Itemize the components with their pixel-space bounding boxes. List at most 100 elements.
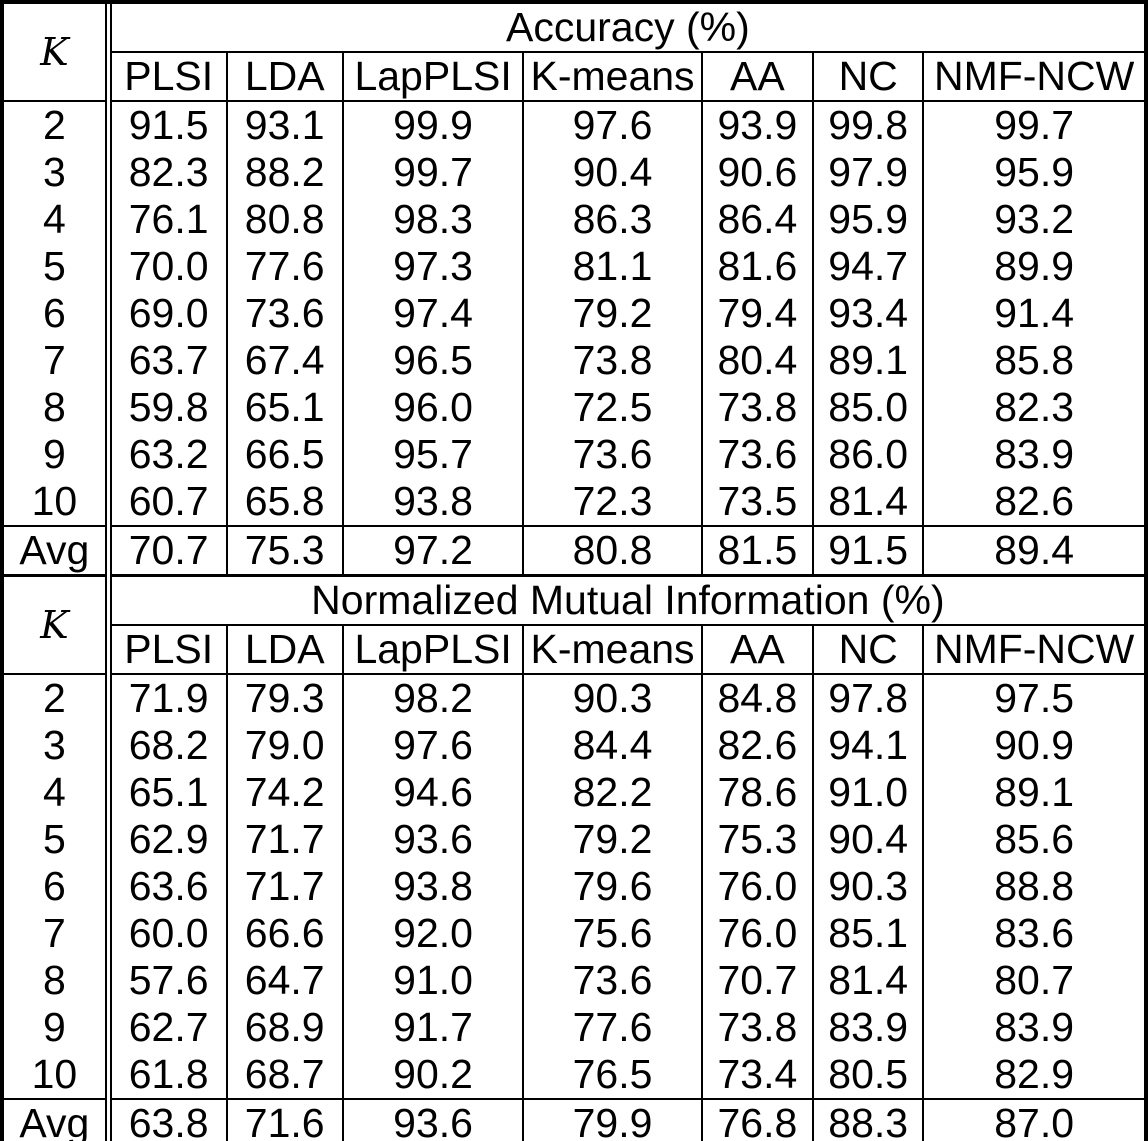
- value-cell: 87.0: [922, 1098, 1144, 1141]
- value-cell: 97.3: [341, 243, 524, 290]
- column-header-k-means: K-means: [522, 625, 702, 675]
- value-cell: 69.0: [128, 290, 209, 336]
- value-cell: 97.6: [522, 101, 702, 149]
- accuracy-table-body: 2 91.5 93.1 99.9 97.6 93.9 99.8 99.7 3 82.3 88.2 99…: [4, 101, 1144, 574]
- value-cell: 68.7: [225, 1051, 343, 1099]
- value-cell: 89.4: [922, 525, 1144, 574]
- accuracy-section-table: K Accuracy (%) PLSI LDA LapPLSI K-means AA NC…: [4, 4, 1144, 574]
- value-cell: 95.9: [812, 196, 924, 243]
- value-cell: 63.6: [128, 863, 209, 909]
- value-cell: 98.3: [341, 196, 524, 243]
- value-cell: 73.6: [225, 290, 343, 337]
- value-cell: 90.3: [522, 674, 702, 722]
- value-cell: 82.2: [522, 769, 702, 816]
- table-row: 4 76.1 80.8 98.3 86.3 86.4 95.9 93.2: [4, 196, 1144, 243]
- value-cell: 83.9: [922, 1004, 1144, 1051]
- value-cell: 63.2: [128, 431, 209, 477]
- k-cell: 9: [4, 1004, 112, 1051]
- value-cell: 73.8: [522, 337, 702, 384]
- value-cell: 90.2: [341, 1051, 524, 1099]
- value-cell: 94.6: [341, 769, 524, 816]
- value-cell: 79.0: [225, 722, 343, 769]
- value-cell: 62.7: [128, 1004, 209, 1050]
- value-cell: 95.7: [341, 431, 524, 478]
- value-cell: 72.5: [522, 384, 702, 431]
- column-header-aa: AA: [700, 52, 814, 102]
- column-header-nc: NC: [812, 52, 924, 102]
- k-cell: 4: [4, 769, 112, 816]
- value-cell: 85.8: [922, 337, 1144, 384]
- value-cell: 91.4: [922, 290, 1144, 337]
- value-cell: 90.6: [700, 149, 814, 196]
- value-cell: 82.3: [922, 384, 1144, 431]
- value-cell: 63.7: [128, 337, 209, 383]
- value-cell: 62.9: [128, 816, 209, 862]
- value-cell: 82.6: [922, 478, 1144, 526]
- value-cell: 94.7: [812, 243, 924, 290]
- value-cell: 67.4: [225, 337, 343, 384]
- value-cell: 75.3: [700, 816, 814, 863]
- value-cell: 76.0: [700, 863, 814, 910]
- value-cell: 73.6: [522, 957, 702, 1004]
- value-cell: 88.3: [812, 1098, 924, 1141]
- value-cell: 65.1: [225, 384, 343, 431]
- value-cell: 79.6: [522, 863, 702, 910]
- value-cell: 81.4: [812, 957, 924, 1004]
- value-cell: 84.4: [522, 722, 702, 769]
- value-cell: 95.9: [922, 149, 1144, 196]
- value-cell: 98.2: [341, 674, 524, 722]
- value-cell: 91.5: [128, 102, 209, 148]
- value-cell: 86.4: [700, 196, 814, 243]
- k-column-header: K: [4, 4, 112, 102]
- value-cell: 80.8: [225, 196, 343, 243]
- value-cell: 85.6: [922, 816, 1144, 863]
- k-cell: 5: [4, 243, 112, 290]
- value-cell: 66.5: [225, 431, 343, 478]
- value-cell: 80.8: [522, 525, 702, 574]
- table-row: 9 62.7 68.9 91.7 77.6 73.8 83.9 83.9: [4, 1004, 1144, 1051]
- value-cell: 97.9: [812, 149, 924, 196]
- value-cell: 88.8: [922, 863, 1144, 910]
- value-cell: 79.2: [522, 290, 702, 337]
- nmi-table-body: 2 71.9 79.3 98.2 90.3 84.8 97.8 97.5 3 68.2 79.0 97…: [4, 674, 1144, 1141]
- k-cell: 3: [4, 722, 112, 769]
- k-cell: 9: [4, 431, 112, 478]
- value-cell: 93.1: [225, 101, 343, 149]
- value-cell: 90.4: [812, 816, 924, 863]
- k-cell: 8: [4, 957, 112, 1004]
- value-cell: 99.8: [812, 101, 924, 149]
- value-cell: 97.8: [812, 674, 924, 722]
- value-cell: 79.3: [225, 674, 343, 722]
- value-cell: 73.8: [700, 1004, 814, 1051]
- value-cell: 91.5: [812, 525, 924, 574]
- value-cell: 97.6: [341, 722, 524, 769]
- table-row: 4 65.1 74.2 94.6 82.2 78.6 91.0 89.1: [4, 769, 1144, 816]
- value-cell: 61.8: [128, 1051, 209, 1097]
- value-cell: 93.4: [812, 290, 924, 337]
- value-cell: 93.9: [700, 101, 814, 149]
- avg-row: Avg 70.7 75.3 97.2 80.8 81.5 91.5 89.4: [4, 525, 1144, 574]
- table-row: 3 68.2 79.0 97.6 84.4 82.6 94.1 90.9: [4, 722, 1144, 769]
- value-cell: 70.7: [700, 957, 814, 1004]
- k-cell: 6: [4, 863, 112, 910]
- value-cell: 71.6: [225, 1098, 343, 1141]
- table-row: 7 63.7 67.4 96.5 73.8 80.4 89.1 85.8: [4, 337, 1144, 384]
- value-cell: 60.0: [128, 910, 209, 956]
- value-cell: 63.8: [108, 1098, 227, 1141]
- value-cell: 99.7: [341, 149, 524, 196]
- column-header-lda: LDA: [225, 52, 343, 102]
- value-cell: 97.5: [922, 674, 1144, 722]
- k-cell: 4: [4, 196, 112, 243]
- value-cell: 81.4: [812, 478, 924, 526]
- value-cell: 79.2: [522, 816, 702, 863]
- value-cell: 65.1: [128, 769, 209, 815]
- k-cell: 5: [4, 816, 112, 863]
- value-cell: 76.8: [700, 1098, 814, 1141]
- value-cell: 73.4: [700, 1051, 814, 1099]
- k-cell: Avg: [4, 1098, 112, 1141]
- table-row: 6 69.0 73.6 97.4 79.2 79.4 93.4 91.4: [4, 290, 1144, 337]
- column-header-plsi: PLSI: [108, 625, 227, 675]
- value-cell: 86.3: [522, 196, 702, 243]
- table-row: 3 82.3 88.2 99.7 90.4 90.6 97.9 95.9: [4, 149, 1144, 196]
